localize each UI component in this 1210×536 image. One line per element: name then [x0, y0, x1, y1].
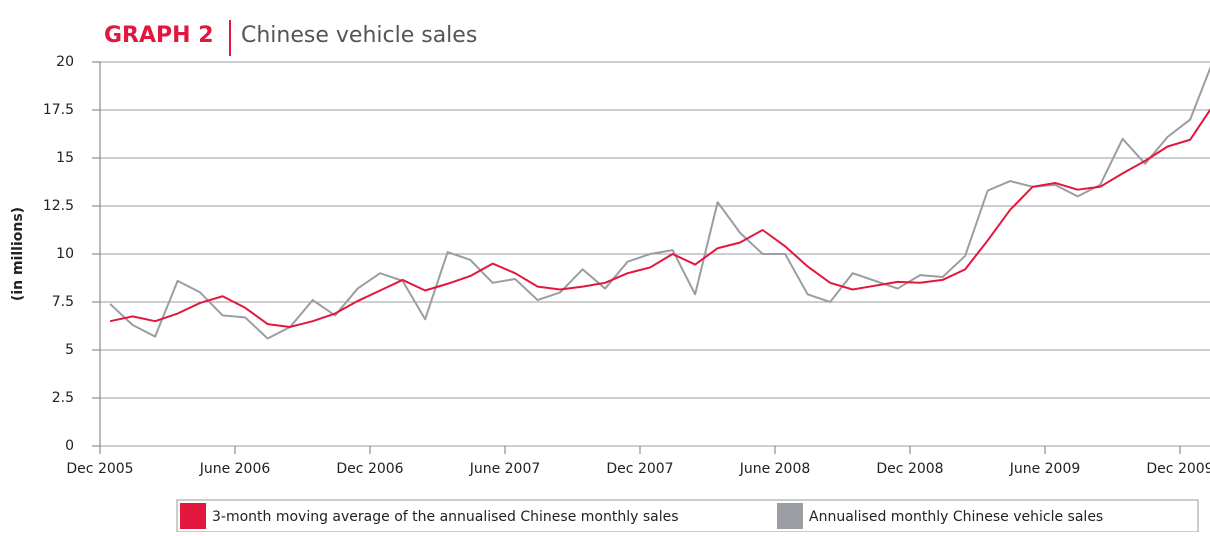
x-tick-label: Dec 2009 [1146, 461, 1210, 477]
x-tick-label: Dec 2006 [336, 461, 403, 477]
y-axis-label: (in millions) [10, 207, 26, 301]
y-tick-label: 2.5 [52, 390, 74, 406]
y-tick-label: 12.5 [43, 198, 74, 214]
y-tick-label: 20 [56, 54, 74, 70]
y-tick-label: 5 [65, 342, 74, 358]
legend-swatch [180, 503, 206, 529]
x-tick-label: Dec 2008 [876, 461, 943, 477]
series-line [109, 108, 1210, 328]
x-tick-label: Dec 2005 [66, 461, 133, 477]
title-separator [229, 20, 231, 56]
y-tick-label: 7.5 [52, 294, 74, 310]
x-tick-label: June 2009 [1009, 461, 1081, 477]
y-tick-label: 15 [56, 150, 74, 166]
series-line [109, 65, 1210, 340]
legend-label: 3-month moving average of the annualised… [212, 509, 678, 525]
legend-label: Annualised monthly Chinese vehicle sales [809, 509, 1103, 525]
x-tick-label: Dec 2007 [606, 461, 673, 477]
x-tick-label: June 2006 [199, 461, 271, 477]
y-tick-label: 10 [56, 246, 74, 262]
y-tick-label: 0 [65, 438, 74, 454]
chart-title-prefix: GRAPH 2 [104, 23, 214, 48]
x-tick-label: June 2008 [739, 461, 811, 477]
x-tick-label: June 2007 [469, 461, 541, 477]
chart-title: Chinese vehicle sales [241, 23, 477, 48]
y-tick-label: 17.5 [43, 102, 74, 118]
legend-swatch [777, 503, 803, 529]
